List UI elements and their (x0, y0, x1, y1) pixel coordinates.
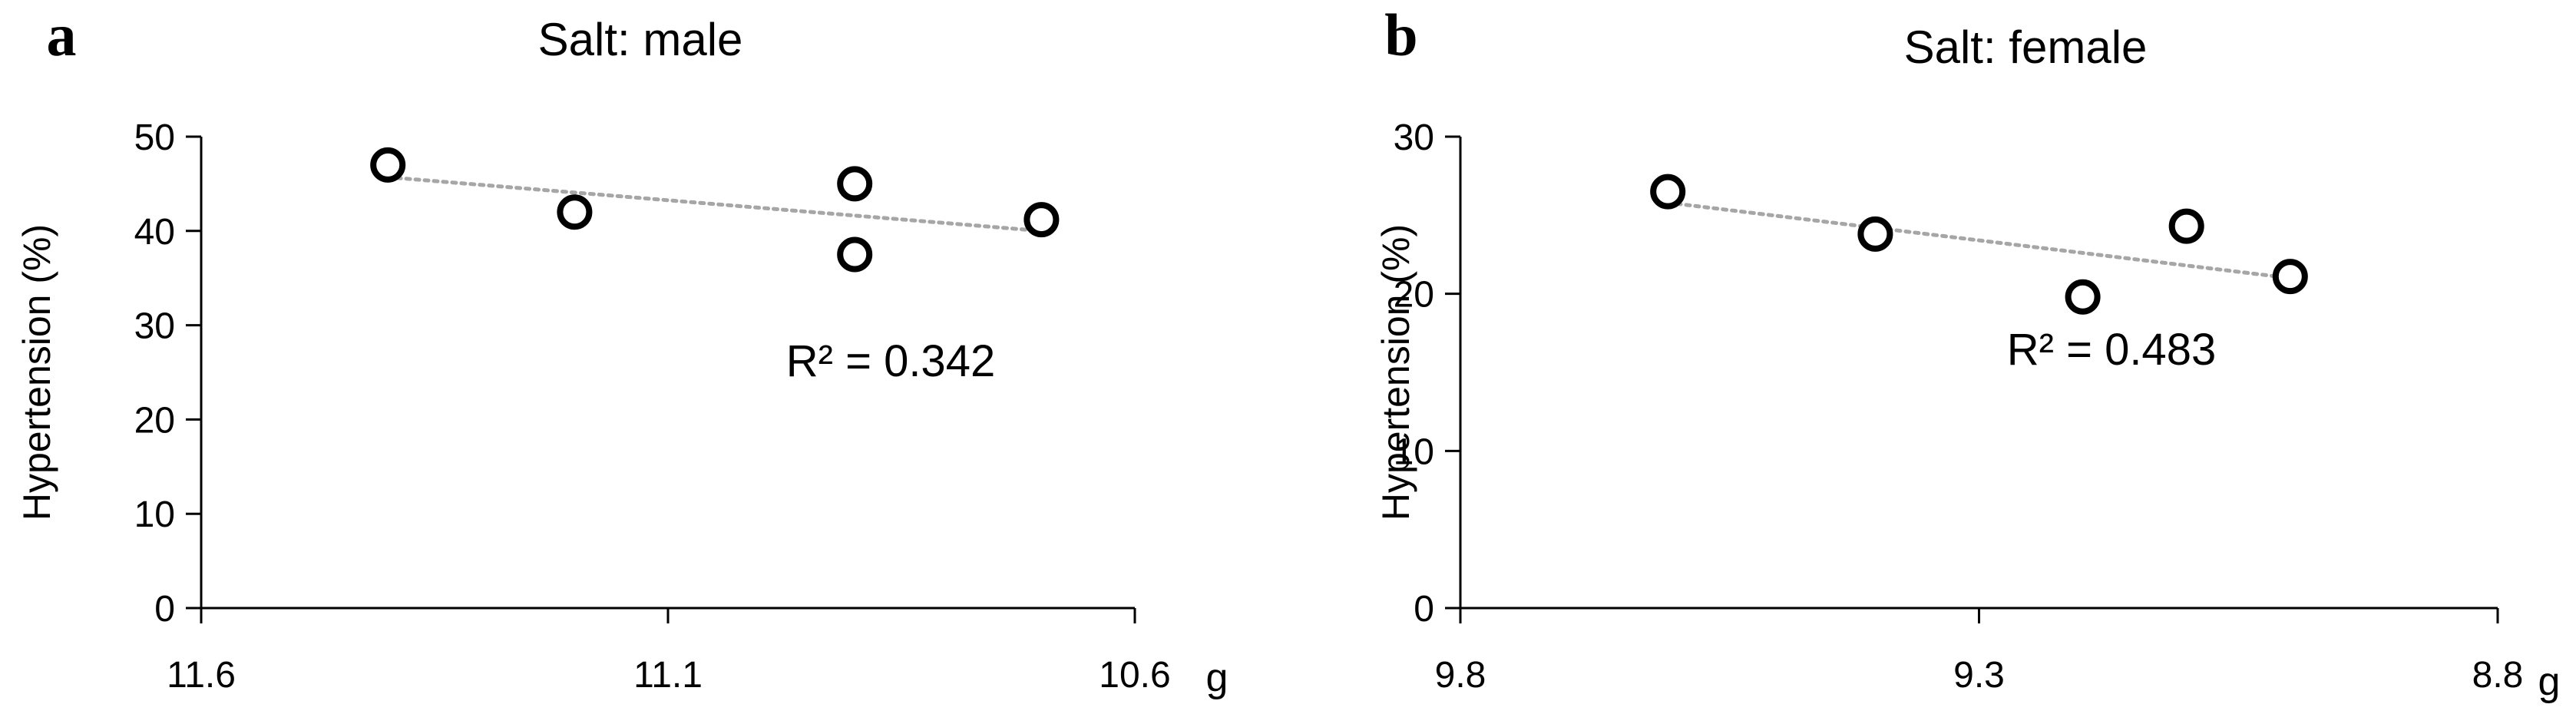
y-tick-label: 30 (134, 306, 175, 347)
x-tick-label: 10.6 (1099, 655, 1170, 696)
y-axis-title: Hypertension (%) (15, 224, 58, 521)
chart-title: Salt: female (1904, 21, 2148, 73)
data-point (1857, 216, 1893, 252)
chart-panel-b: b Salt: female 0 10 20 30 9.8 9.3 8.8 Hypertensio… (1374, 2, 2560, 704)
y-tick-label: 40 (134, 212, 175, 253)
data-point (837, 166, 873, 202)
chart-panel-a: a Salt: male 0 10 20 30 40 50 11.6 11.1 10.6 Hypert… (15, 2, 1228, 700)
y-tick-label: 0 (154, 589, 175, 630)
y-tick-label: 0 (1414, 589, 1434, 630)
panel-label: b (1384, 2, 1417, 68)
x-tick-label: 9.3 (1953, 655, 2005, 696)
data-point (2168, 208, 2204, 244)
chart-title: Salt: male (538, 14, 743, 65)
x-tick-label: 9.8 (1435, 655, 1486, 696)
x-axis-title: g (1206, 656, 1228, 700)
x-tick-label: 11.1 (633, 655, 703, 696)
x-axis-title: g (2538, 660, 2561, 704)
data-point (557, 194, 593, 230)
y-tick-label: 20 (1394, 275, 1434, 316)
trendline (1665, 200, 2293, 280)
r-squared-annotation: R² = 0.483 (2007, 325, 2216, 375)
trendline (385, 175, 1043, 233)
y-axis-title: Hypertension (%) (1374, 224, 1417, 521)
y-tick-label: 20 (134, 400, 175, 441)
y-tick-label: 50 (134, 117, 175, 158)
x-tick-label: 11.6 (167, 655, 236, 696)
panel-label: a (47, 2, 77, 68)
data-point (2272, 259, 2308, 295)
data-point (837, 236, 873, 273)
data-point (2065, 279, 2101, 315)
y-tick-label: 10 (134, 494, 175, 535)
data-point (370, 147, 406, 183)
r-squared-annotation: R² = 0.342 (786, 336, 995, 386)
y-tick-label: 30 (1394, 117, 1434, 158)
data-point (1023, 202, 1060, 238)
y-tick-label: 10 (1394, 431, 1434, 472)
data-point (1650, 174, 1686, 210)
x-tick-label: 8.8 (2472, 655, 2524, 696)
